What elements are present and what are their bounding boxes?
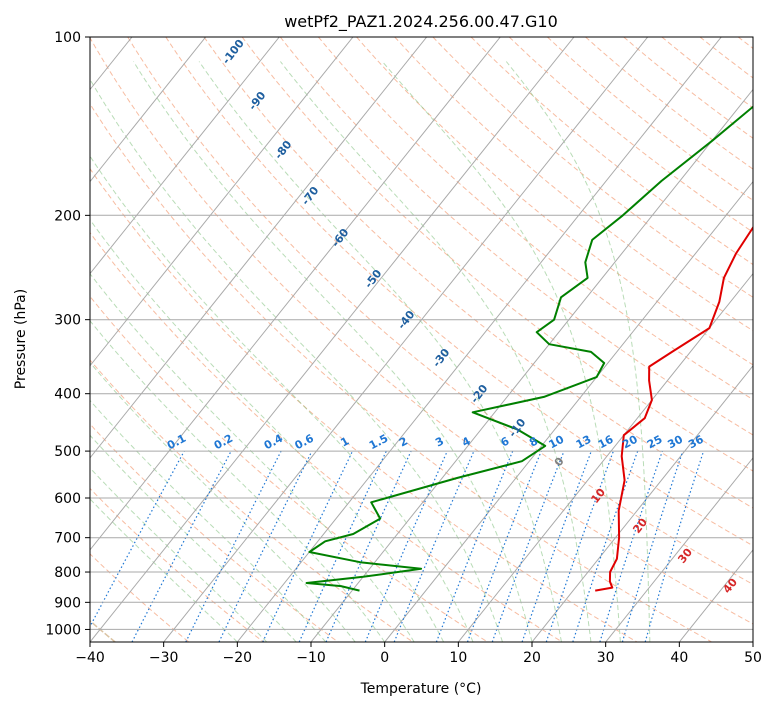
- mixing-ratio-label: 10: [547, 433, 567, 452]
- moist-adiabat-line: [90, 320, 386, 642]
- mixing-ratio-line: [599, 450, 663, 642]
- mixing-ratio-label: 16: [596, 433, 616, 452]
- x-tick-label: 0: [380, 650, 389, 666]
- isotherm-line: [90, 37, 428, 459]
- x-tick-label: −20: [223, 650, 253, 666]
- y-tick-label: 1000: [45, 622, 81, 638]
- moist-adiabat-line: [90, 273, 415, 642]
- isotherm-line: [457, 272, 753, 642]
- y-tick-label: 300: [54, 313, 81, 329]
- moist-adiabat-line: [505, 61, 651, 642]
- moist-adiabat-line: [90, 399, 327, 642]
- dry-adiabat-line: [623, 37, 753, 139]
- mixing-ratio-line: [185, 450, 282, 642]
- mixing-ratio-label: 30: [665, 433, 685, 452]
- moist-adiabat-line: [198, 61, 562, 642]
- mixing-ratio-label: 36: [686, 433, 706, 452]
- isotherm-line: [0, 37, 58, 642]
- mixing-ratio-label: 20: [620, 433, 640, 452]
- y-tick-label: 200: [54, 208, 81, 224]
- isotherm-line: [90, 37, 501, 551]
- profile-series: [305, 105, 753, 592]
- y-tick-label: 400: [54, 387, 81, 403]
- moist-adiabat-line: [90, 434, 297, 642]
- y-tick-label: 600: [54, 491, 81, 507]
- dry-adiabat-line: [585, 37, 753, 170]
- mixing-ratio-line: [545, 450, 614, 642]
- isotherm-line: [236, 37, 722, 642]
- mixing-ratio-line: [364, 450, 448, 642]
- dewpoint-profile-line: [305, 105, 753, 592]
- isobar-grid: [90, 37, 753, 630]
- mixing-ratio-line: [621, 450, 684, 642]
- isotherm-line: [163, 37, 649, 642]
- mixing-ratio-line: [644, 450, 705, 642]
- mixing-ratio-label: 25: [645, 433, 665, 452]
- moist-adiabat-line: [280, 61, 592, 642]
- isotherm-line: [90, 37, 575, 642]
- dry-adiabat-line: [90, 231, 563, 642]
- mixing-ratio-line: [393, 450, 475, 642]
- mixing-ratio-label: 13: [574, 433, 594, 452]
- y-tick-label: 800: [54, 565, 81, 581]
- moist-adiabat-line: [90, 467, 268, 642]
- x-tick-label: −10: [296, 650, 326, 666]
- mixing-ratio-line: [435, 450, 514, 642]
- dry-adiabat-line: [90, 37, 753, 625]
- dry-adiabat-line: [432, 37, 753, 298]
- isotherm-line: [531, 364, 753, 642]
- mixing-ratio-line: [521, 450, 592, 642]
- dry-adiabat-line: [547, 37, 753, 201]
- dry-adiabat-line: [90, 295, 488, 642]
- y-axis: 100 200 300 400 500 600 700 800 900 1000: [45, 30, 90, 638]
- mixing-ratio-line: [572, 450, 639, 642]
- x-tick-label: 10: [449, 650, 467, 666]
- isotherm-line: [752, 641, 753, 642]
- mixing-ratio-line: [491, 450, 565, 642]
- isotherm-line: [90, 37, 280, 275]
- moist-adiabat-line: [133, 61, 533, 642]
- moist-adiabat-line: [90, 78, 503, 642]
- dry-adiabat-line: [203, 37, 753, 509]
- x-tick-label: 30: [597, 650, 615, 666]
- isotherm-line: [90, 37, 207, 183]
- dry-adiabat-line: [318, 37, 753, 401]
- x-tick-label: −30: [149, 650, 179, 666]
- x-axis: −40 −30 −20 −10 0 10 20 30 40 50: [75, 642, 762, 666]
- x-axis-title: Temperature (°C): [360, 681, 482, 697]
- x-tick-label: −40: [75, 650, 105, 666]
- y-tick-label: 900: [54, 595, 81, 611]
- x-tick-label: 20: [523, 650, 541, 666]
- moist-adiabat-line: [90, 361, 356, 642]
- temperature-profile-line: [595, 225, 753, 592]
- mixing-ratio-line: [466, 450, 542, 642]
- moist-adiabat-line: [90, 498, 238, 642]
- moist-adiabat-line: [90, 155, 474, 642]
- plot-area-background: [90, 37, 753, 642]
- moist-adiabat-line: [381, 61, 621, 642]
- dry-adiabat-line: [127, 37, 753, 585]
- y-axis-title: Pressure (hPa): [13, 289, 29, 389]
- x-tick-label: 50: [744, 650, 762, 666]
- y-tick-label: 700: [54, 531, 81, 547]
- dry-adiabat-line: [90, 102, 712, 642]
- isotherm-line: [605, 457, 753, 642]
- chart-title: wetPf2_PAZ1.2024.256.00.47.G10: [284, 12, 558, 32]
- x-tick-label: 40: [670, 650, 688, 666]
- dry-adiabat-line: [356, 37, 753, 366]
- plot-frame: [89, 36, 754, 643]
- dry-adiabat-line: [508, 37, 753, 233]
- mixing-ratio-line: [325, 450, 412, 642]
- y-tick-label: 100: [54, 30, 81, 46]
- y-tick-label: 500: [54, 444, 81, 460]
- mixing-ratio-line: [90, 450, 185, 628]
- isotherm-line: [90, 37, 354, 367]
- background-lines: [0, 37, 753, 642]
- isotherm-line: [384, 180, 753, 642]
